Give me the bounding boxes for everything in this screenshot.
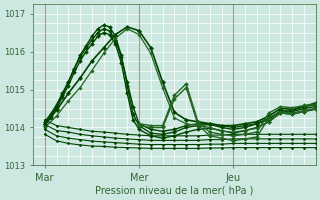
X-axis label: Pression niveau de la mer( hPa ): Pression niveau de la mer( hPa ) <box>95 186 253 196</box>
